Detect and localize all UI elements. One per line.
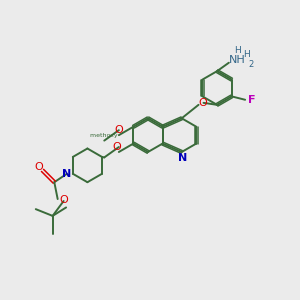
Text: NH: NH	[228, 55, 245, 65]
Text: N: N	[178, 153, 187, 163]
Text: F: F	[248, 95, 256, 105]
Text: O: O	[198, 98, 207, 108]
Text: O: O	[115, 125, 123, 135]
Text: H: H	[234, 46, 241, 55]
Text: 2: 2	[248, 60, 253, 69]
Text: methoxy: methoxy	[90, 133, 124, 138]
Text: H: H	[243, 50, 250, 59]
Text: O: O	[34, 162, 43, 172]
Text: O: O	[59, 195, 68, 205]
Text: O: O	[112, 142, 121, 152]
Text: N: N	[62, 169, 71, 179]
